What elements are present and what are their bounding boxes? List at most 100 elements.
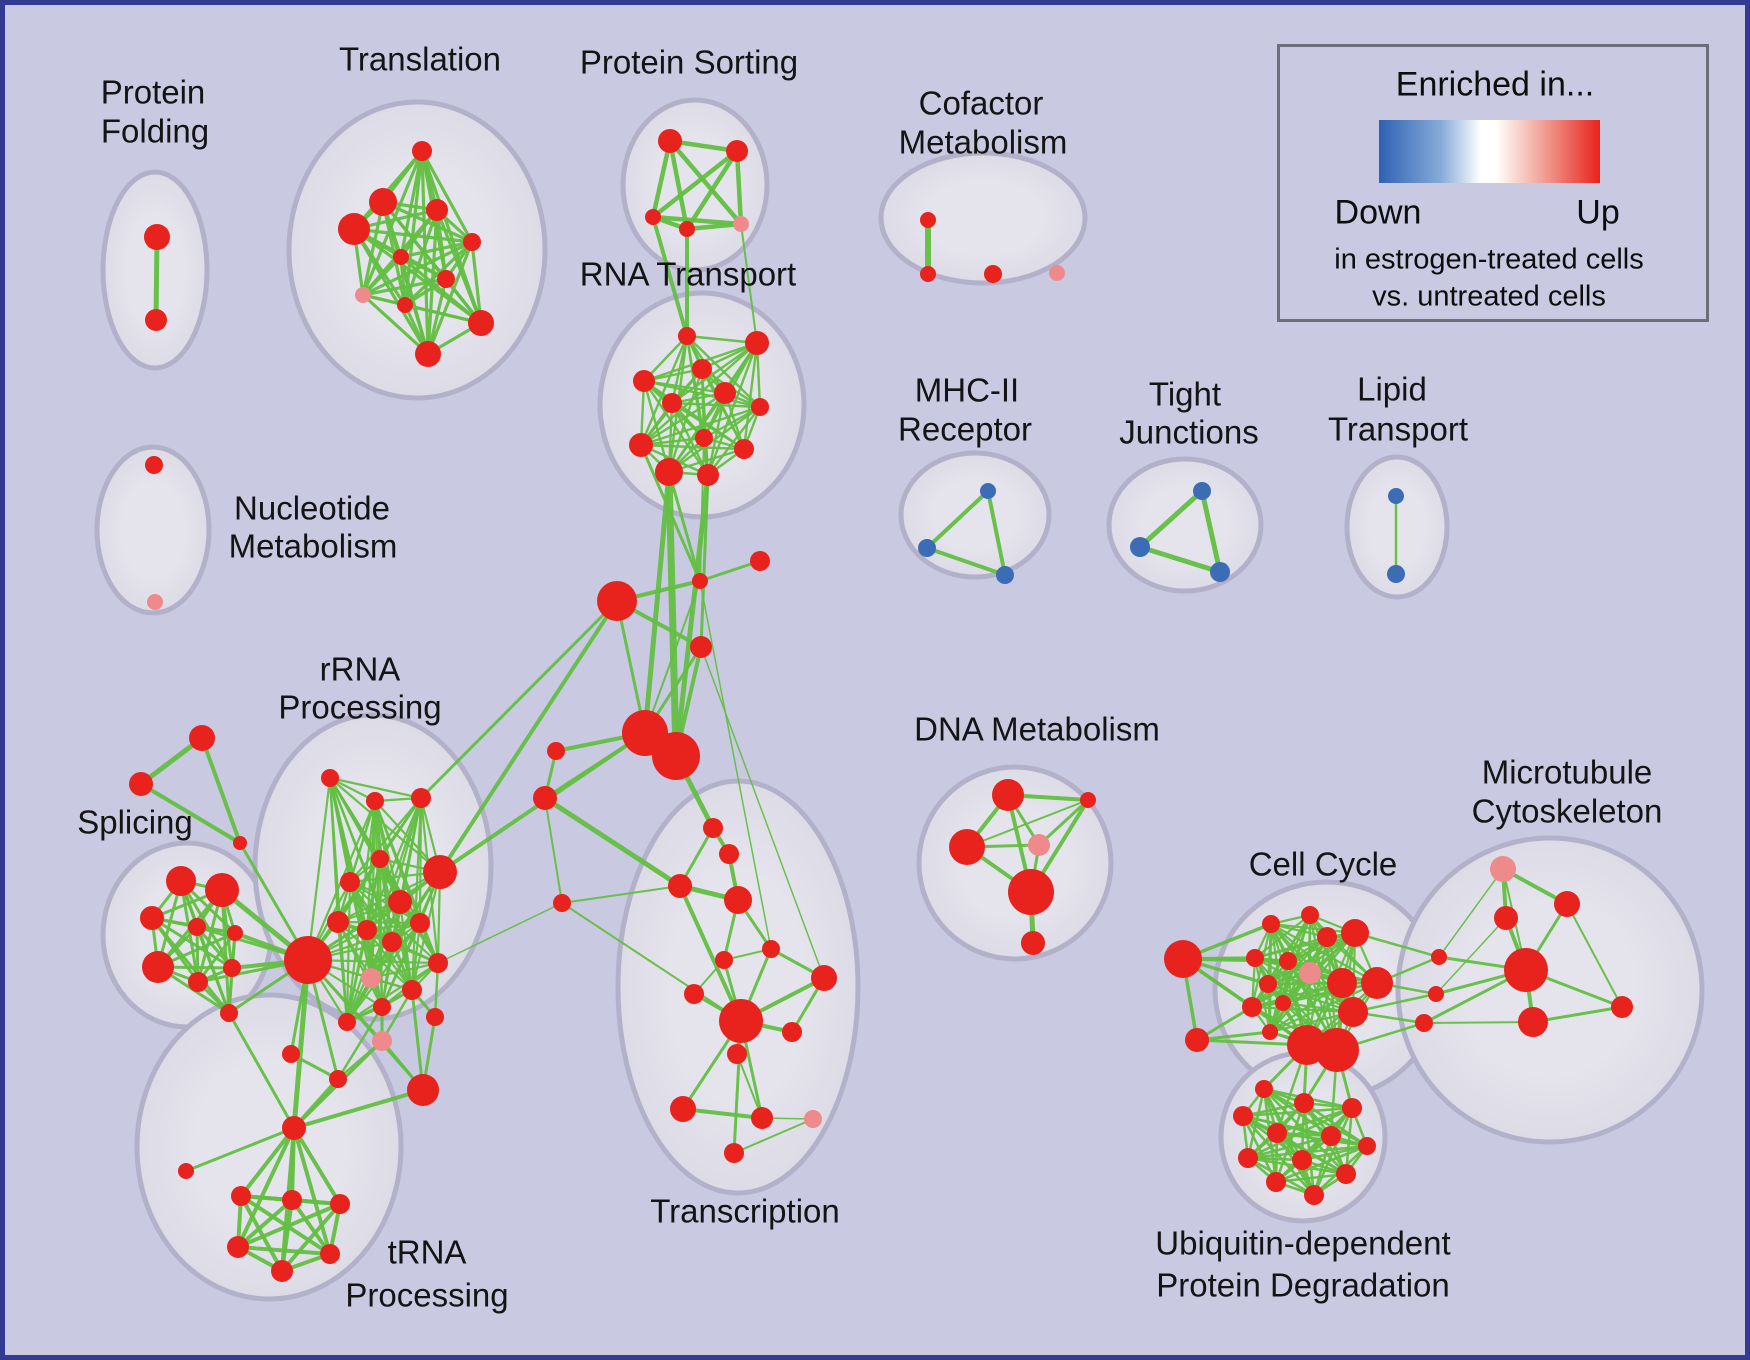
- node-tr5[interactable]: [227, 1236, 249, 1258]
- node-cc7[interactable]: [1299, 962, 1321, 984]
- node-rr2[interactable]: [366, 792, 384, 810]
- node-ot2[interactable]: [129, 772, 153, 796]
- node-tr3[interactable]: [282, 1190, 302, 1210]
- node-tr1[interactable]: [178, 1163, 194, 1179]
- node-dm3[interactable]: [949, 829, 985, 865]
- node-ccb2[interactable]: [1315, 1028, 1359, 1072]
- node-cf4[interactable]: [1049, 265, 1065, 281]
- node-tl4[interactable]: [426, 199, 448, 221]
- node-ccout[interactable]: [1164, 940, 1202, 978]
- node-mt4[interactable]: [1611, 996, 1633, 1018]
- node-cc1[interactable]: [1262, 915, 1280, 933]
- node-rr3[interactable]: [411, 788, 431, 808]
- node-rrhub[interactable]: [284, 936, 332, 984]
- node-ps3[interactable]: [645, 209, 661, 225]
- node-ub3[interactable]: [1342, 1098, 1362, 1118]
- node-tl8[interactable]: [355, 287, 371, 303]
- node-cc10[interactable]: [1259, 975, 1277, 993]
- node-cf3[interactable]: [984, 265, 1002, 283]
- node-tl7[interactable]: [437, 270, 455, 288]
- node-ot3[interactable]: [233, 836, 247, 850]
- node-rt7[interactable]: [751, 398, 769, 416]
- node-tx9[interactable]: [782, 1022, 802, 1042]
- node-rr1[interactable]: [321, 769, 339, 787]
- node-txhub[interactable]: [719, 999, 763, 1043]
- node-rr21[interactable]: [426, 1008, 444, 1026]
- node-tl10[interactable]: [468, 310, 494, 336]
- node-tx10[interactable]: [727, 1044, 747, 1064]
- node-cn_small[interactable]: [692, 573, 708, 589]
- node-mh3[interactable]: [996, 566, 1014, 584]
- node-tl6[interactable]: [393, 249, 409, 265]
- node-ub2[interactable]: [1294, 1093, 1314, 1113]
- node-rt3[interactable]: [692, 359, 712, 379]
- node-ub9[interactable]: [1292, 1150, 1312, 1170]
- node-rt8[interactable]: [695, 429, 713, 447]
- node-cc2[interactable]: [1301, 906, 1319, 924]
- node-cc9[interactable]: [1361, 967, 1393, 999]
- node-tj3[interactable]: [1210, 562, 1230, 582]
- node-cc12[interactable]: [1275, 995, 1291, 1011]
- node-cf2[interactable]: [920, 266, 936, 282]
- node-cc11[interactable]: [1242, 997, 1262, 1017]
- node-rr24[interactable]: [372, 1031, 392, 1051]
- node-txl2[interactable]: [533, 786, 557, 810]
- node-ps2[interactable]: [726, 140, 748, 162]
- node-cf1[interactable]: [920, 212, 936, 228]
- node-dm6[interactable]: [1021, 931, 1045, 955]
- node-tr4[interactable]: [330, 1194, 350, 1214]
- node-rt2[interactable]: [745, 331, 769, 355]
- node-cc5[interactable]: [1246, 949, 1264, 967]
- node-rt12[interactable]: [697, 464, 719, 486]
- node-cc14[interactable]: [1262, 1024, 1278, 1040]
- node-ub1[interactable]: [1255, 1080, 1273, 1098]
- node-tr2[interactable]: [231, 1186, 251, 1206]
- node-ub10[interactable]: [1336, 1164, 1356, 1184]
- node-mt2[interactable]: [1494, 906, 1518, 930]
- node-ps4[interactable]: [679, 221, 695, 237]
- node-cn_iso[interactable]: [750, 551, 770, 571]
- node-rr7[interactable]: [388, 890, 412, 914]
- node-ot1[interactable]: [189, 725, 215, 751]
- node-rt6[interactable]: [662, 393, 682, 413]
- node-rt11[interactable]: [655, 458, 683, 486]
- node-cn_big[interactable]: [597, 581, 637, 621]
- node-sp5[interactable]: [227, 925, 243, 941]
- node-mthub[interactable]: [1504, 948, 1548, 992]
- node-nm2[interactable]: [147, 594, 163, 610]
- node-rr9[interactable]: [327, 911, 349, 933]
- node-sp7[interactable]: [188, 972, 208, 992]
- node-rr8[interactable]: [410, 913, 430, 933]
- node-tr6[interactable]: [320, 1244, 340, 1264]
- node-rr11[interactable]: [382, 932, 402, 952]
- node-sp4[interactable]: [188, 918, 206, 936]
- node-rt9[interactable]: [629, 433, 653, 457]
- node-tx14[interactable]: [724, 1143, 744, 1163]
- node-rr16[interactable]: [338, 1013, 356, 1031]
- node-dm5[interactable]: [1008, 869, 1054, 915]
- node-tx5[interactable]: [715, 951, 733, 969]
- node-cn_mid[interactable]: [690, 636, 712, 658]
- node-sp2[interactable]: [205, 873, 239, 907]
- node-ub7[interactable]: [1358, 1137, 1376, 1155]
- node-blob2[interactable]: [652, 732, 700, 780]
- node-tj1[interactable]: [1193, 482, 1211, 500]
- node-tl9[interactable]: [397, 297, 413, 313]
- node-rr14[interactable]: [428, 953, 448, 973]
- node-tj2[interactable]: [1130, 537, 1150, 557]
- node-ub12[interactable]: [1304, 1185, 1324, 1205]
- node-tl11[interactable]: [415, 341, 441, 367]
- node-pf2[interactable]: [145, 309, 167, 331]
- node-sp8[interactable]: [223, 959, 241, 977]
- node-lt1[interactable]: [1388, 488, 1404, 504]
- node-mh1[interactable]: [980, 483, 996, 499]
- node-tx8[interactable]: [684, 984, 704, 1004]
- node-lt2[interactable]: [1387, 565, 1405, 583]
- node-tx7[interactable]: [811, 965, 837, 991]
- node-rr5[interactable]: [423, 855, 457, 889]
- node-cc4[interactable]: [1341, 919, 1369, 947]
- node-trhub[interactable]: [282, 1116, 306, 1140]
- node-rr15[interactable]: [373, 998, 391, 1016]
- node-mt1[interactable]: [1554, 891, 1580, 917]
- node-rt1[interactable]: [678, 327, 696, 345]
